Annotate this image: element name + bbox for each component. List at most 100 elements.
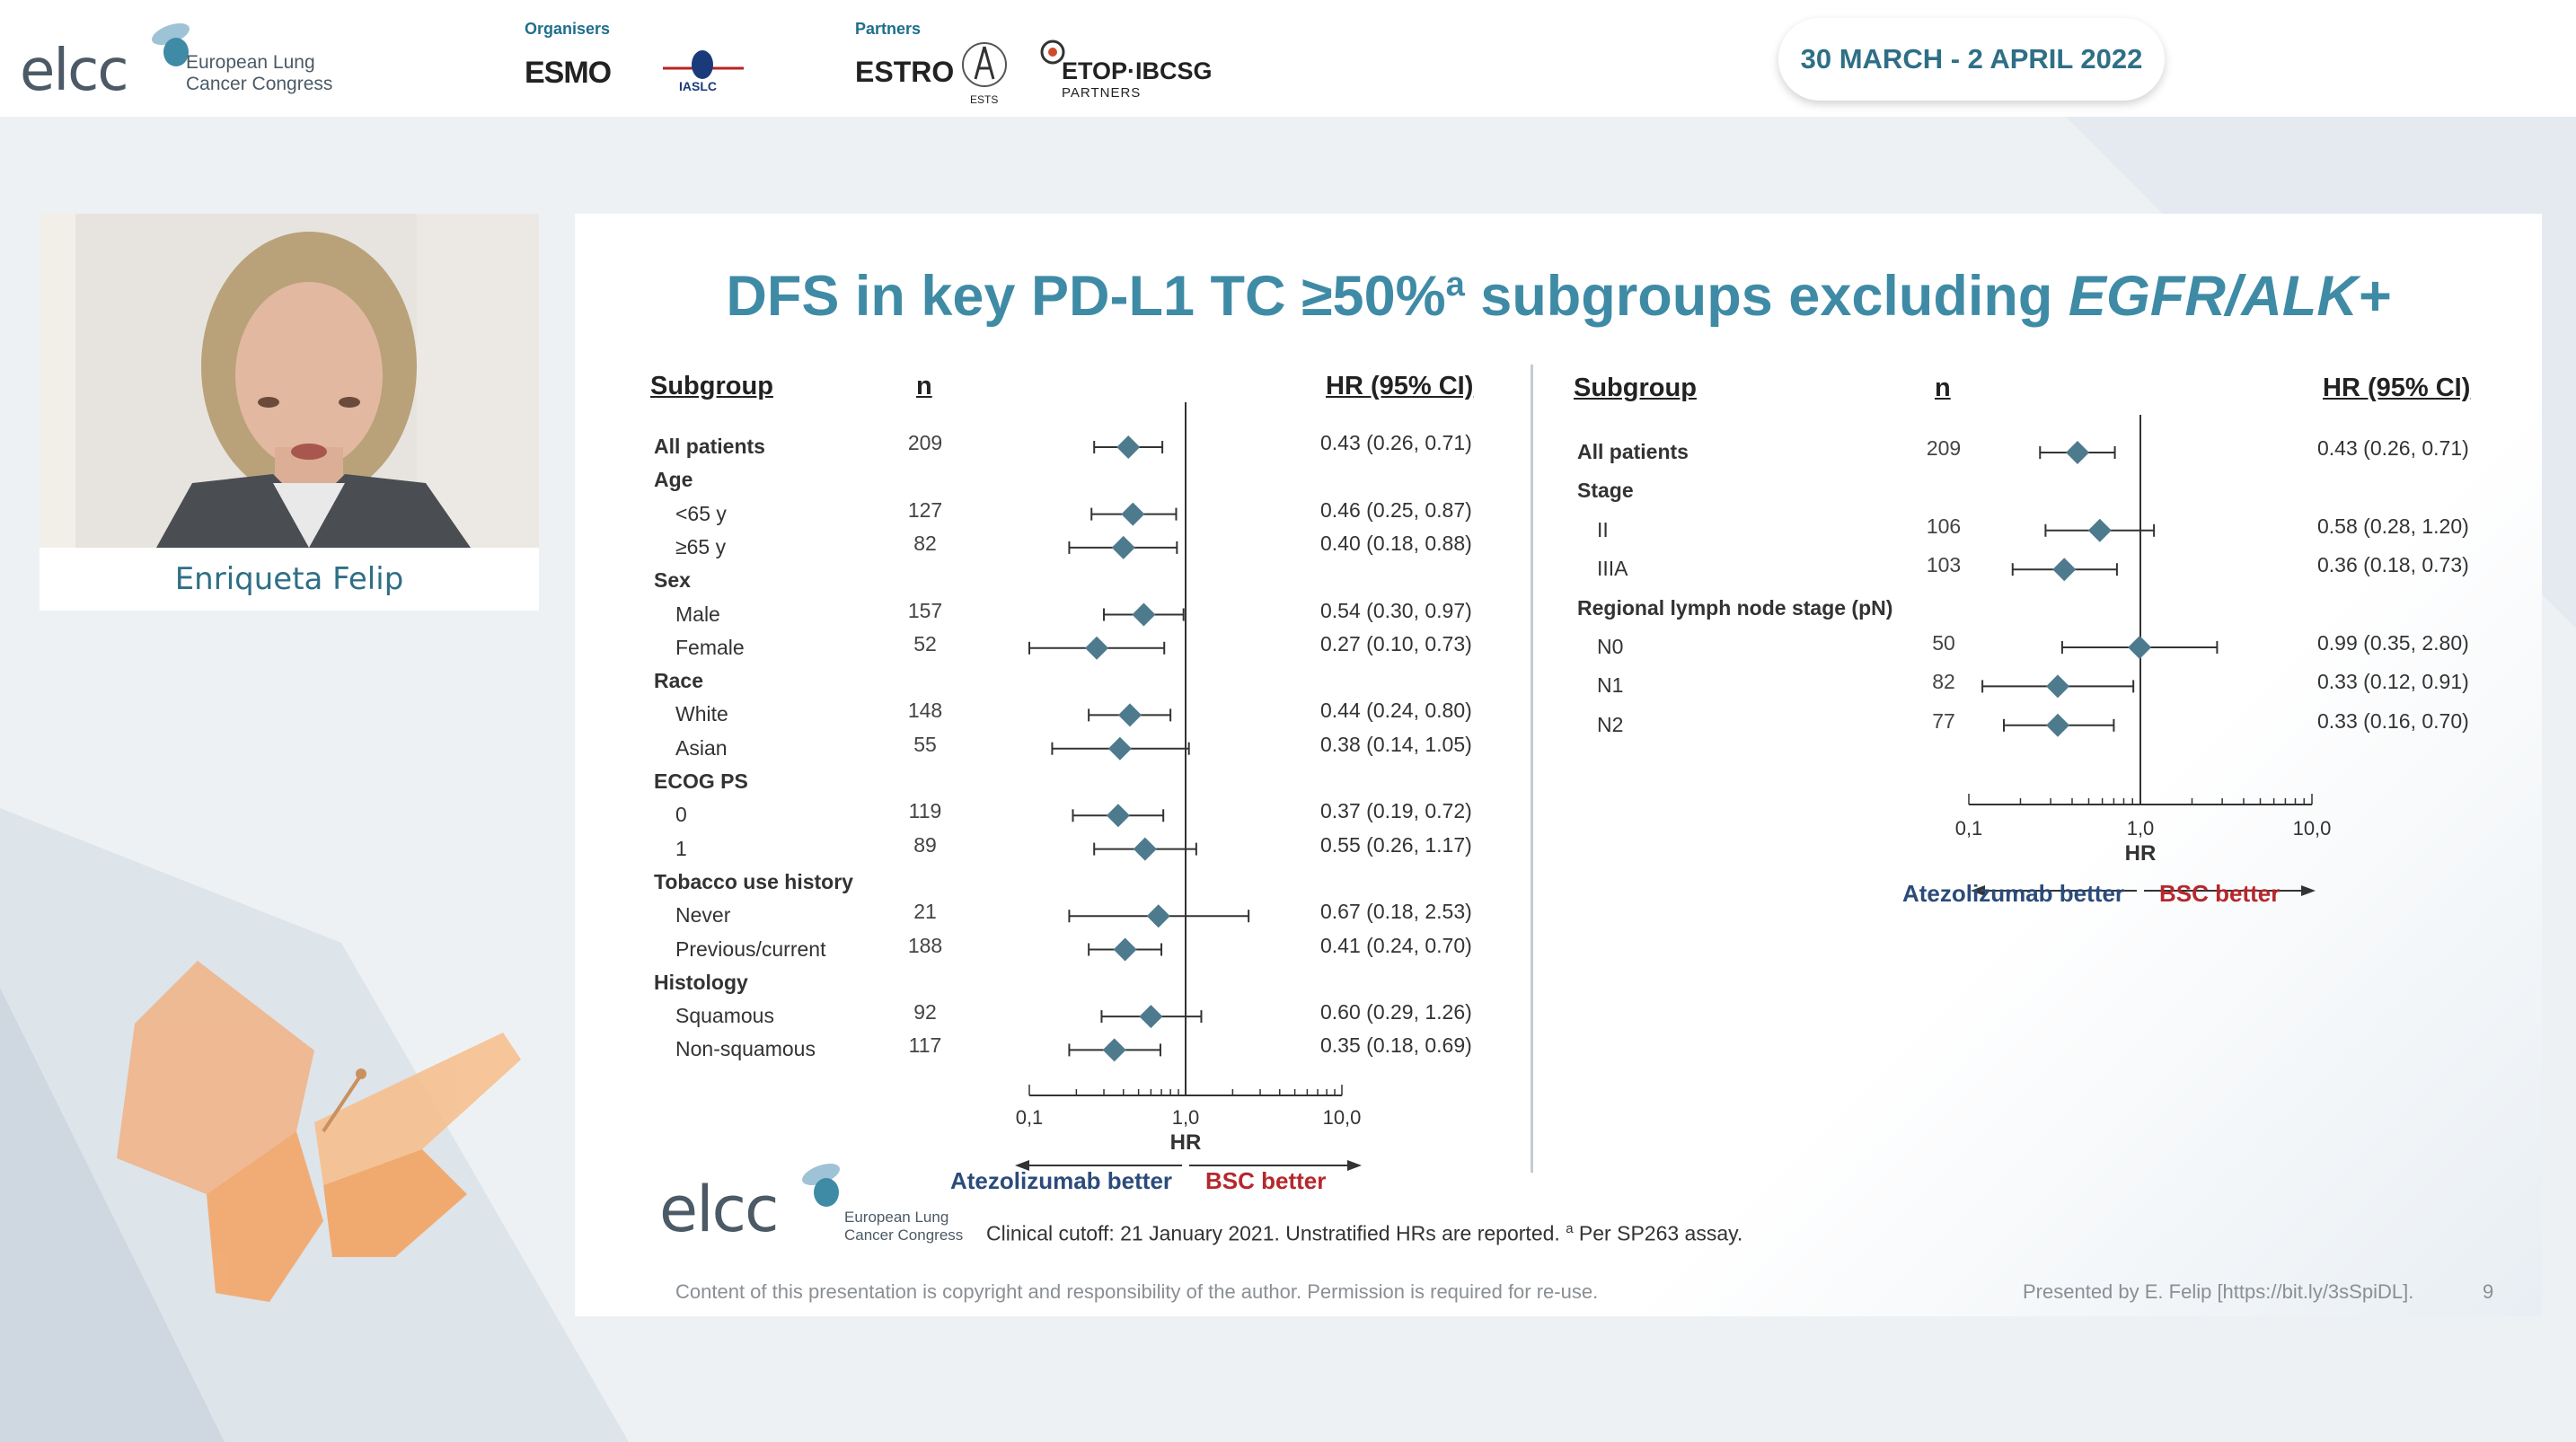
header-bar: elcc European Lung Cancer Congress Organ… xyxy=(0,0,2576,117)
left-hr-point xyxy=(1132,602,1156,627)
right-col-n-header: n xyxy=(1935,374,1951,402)
left-row-hr: 0.67 (0.18, 2.53) xyxy=(1320,900,1472,924)
right-bsc-better-label: BSC better xyxy=(2159,880,2280,907)
right-hr-point xyxy=(2065,441,2089,464)
left-axis-label: HR xyxy=(1170,1130,1202,1155)
right-row-hr: 0.43 (0.26, 0.71) xyxy=(2317,436,2469,460)
right-hr-point xyxy=(2046,674,2070,699)
left-arrow-left-head xyxy=(1015,1160,1029,1171)
left-row-n: 55 xyxy=(913,732,937,756)
left-hr-point xyxy=(1111,535,1135,559)
left-row-n: 209 xyxy=(907,431,943,454)
iaslc-logo-icon[interactable] xyxy=(663,47,744,97)
etop-ibcsg-logo[interactable]: ETOP·IBCSG xyxy=(1062,57,1213,84)
right-col-subgroup-header: Subgroup xyxy=(1574,374,1697,402)
right-row-n: 106 xyxy=(1926,514,1962,538)
bottom-elcc-logo: elcc European Lung Cancer Congress xyxy=(659,1156,1001,1246)
estro-logo[interactable]: ESTRO xyxy=(855,56,955,88)
page-number: 9 xyxy=(2483,1280,2494,1303)
left-row-label: Non-squamous xyxy=(675,1037,816,1061)
right-col-hr-header: HR (95% CI) xyxy=(2323,374,2471,402)
slide-title-main: DFS in key PD-L1 TC ≥50% xyxy=(726,265,1446,328)
copyright-notice: Content of this presentation is copyrigh… xyxy=(675,1280,1599,1303)
right-row-hr: 0.33 (0.12, 0.91) xyxy=(2317,670,2469,694)
left-row-label: Squamous xyxy=(675,1004,774,1028)
esmo-logo[interactable]: ESMO xyxy=(525,56,612,90)
left-hr-point xyxy=(1107,736,1132,761)
ests-logo-icon[interactable] xyxy=(959,40,1010,90)
butterfly-icon xyxy=(117,961,521,1302)
left-row-hr: 0.44 (0.24, 0.80) xyxy=(1320,699,1472,723)
elcc-logo[interactable]: elcc European Lung Cancer Congress xyxy=(20,20,343,104)
right-row-hr: 0.99 (0.35, 2.80) xyxy=(2317,631,2469,655)
left-row-label: Tobacco use history xyxy=(654,869,853,893)
right-hr-point xyxy=(2052,558,2077,582)
left-row-hr: 0.54 (0.30, 0.97) xyxy=(1320,598,1472,622)
speaker-video[interactable] xyxy=(40,214,539,548)
right-row-label: Stage xyxy=(1577,479,1634,503)
left-row-label: <65 y xyxy=(675,501,727,525)
right-tick-label: 0,1 xyxy=(1955,817,1983,840)
speaker-name: Enriqueta Felip xyxy=(174,561,404,597)
etop-logo-icon xyxy=(1040,40,1065,65)
left-row-hr: 0.37 (0.19, 0.72) xyxy=(1320,799,1472,823)
left-row-n: 127 xyxy=(907,497,943,522)
elcc-logo-word: elcc xyxy=(20,38,129,104)
left-row-n: 148 xyxy=(907,699,943,723)
footnote-tail: Per SP263 assay. xyxy=(1573,1221,1743,1245)
right-row-label: II xyxy=(1597,517,1609,541)
left-row-n: 188 xyxy=(907,933,943,957)
right-row-n: 209 xyxy=(1926,436,1962,460)
right-hr-point xyxy=(2046,713,2070,737)
right-row-label: IIIA xyxy=(1597,557,1628,581)
left-hr-point xyxy=(1116,435,1141,459)
right-row-hr: 0.33 (0.16, 0.70) xyxy=(2317,708,2469,733)
right-row-n: 50 xyxy=(1932,631,1955,655)
right-row-n: 82 xyxy=(1932,670,1955,694)
right-tick-label: 1,0 xyxy=(2127,817,2155,840)
left-row-label: 0 xyxy=(675,803,687,827)
bottom-elcc-word: elcc xyxy=(659,1173,779,1246)
left-row-label: ≥65 y xyxy=(675,534,727,558)
slide-title-superscript: a xyxy=(1445,266,1465,303)
presented-by: Presented by E. Felip [https://bit.ly/3s… xyxy=(2023,1280,2414,1303)
left-row-label: Female xyxy=(675,635,745,659)
left-atezolizumab-better-label: Atezolizumab better xyxy=(950,1167,1172,1194)
right-tick-label: 10,0 xyxy=(2293,817,2332,840)
left-row-hr: 0.46 (0.25, 0.87) xyxy=(1320,497,1472,522)
left-hr-point xyxy=(1085,636,1109,660)
left-row-label: Histology xyxy=(654,970,748,994)
left-row-hr: 0.35 (0.18, 0.69) xyxy=(1320,1033,1472,1058)
left-row-hr: 0.43 (0.26, 0.71) xyxy=(1320,431,1472,454)
bottom-elcc-subtitle: European Lung Cancer Congress xyxy=(844,1209,964,1244)
table-divider xyxy=(1531,365,1533,1173)
left-row-n: 119 xyxy=(908,799,942,823)
left-hr-point xyxy=(1102,1038,1126,1062)
left-row-n: 52 xyxy=(913,631,937,655)
right-row-hr: 0.58 (0.28, 1.20) xyxy=(2317,514,2469,538)
left-row-label: White xyxy=(675,702,728,726)
left-forest-plot: 0,1 1,0 10,0 HR Atezolizumab better BSC bette… xyxy=(950,402,2332,1194)
left-row-label: All patients xyxy=(654,435,765,458)
iaslc-logo-text: IASLC xyxy=(679,79,717,93)
slide-title-italic: EGFR/ALK+ xyxy=(2068,265,2391,328)
right-arrow-right-head xyxy=(2301,885,2316,896)
congress-date-badge: 30 MARCH - 2 APRIL 2022 xyxy=(1778,18,2165,101)
left-col-hr-header: HR (95% CI) xyxy=(1326,372,1474,400)
left-row-hr: 0.41 (0.24, 0.70) xyxy=(1320,933,1472,957)
right-row-label: Regional lymph node stage (pN) xyxy=(1577,595,1893,620)
bottom-elcc-butterfly-icon xyxy=(802,1163,840,1207)
left-hr-point xyxy=(1139,1005,1163,1029)
left-hr-point xyxy=(1146,904,1170,928)
right-arrow-left-head xyxy=(1971,885,1985,896)
speaker-panel: Enriqueta Felip xyxy=(40,214,539,611)
right-row-label: N2 xyxy=(1597,712,1624,736)
left-tick-label: 10,0 xyxy=(1323,1106,1362,1129)
left-row-n: 117 xyxy=(908,1033,942,1058)
elcc-logo-subtitle: European Lung Cancer Congress xyxy=(186,52,333,94)
left-arrow-right-head xyxy=(1347,1160,1362,1171)
right-row-n: 77 xyxy=(1932,708,1955,733)
organisers-label: Organisers xyxy=(525,20,611,38)
left-row-hr: 0.60 (0.29, 1.26) xyxy=(1320,1000,1472,1024)
left-row-label: Sex xyxy=(654,568,691,593)
